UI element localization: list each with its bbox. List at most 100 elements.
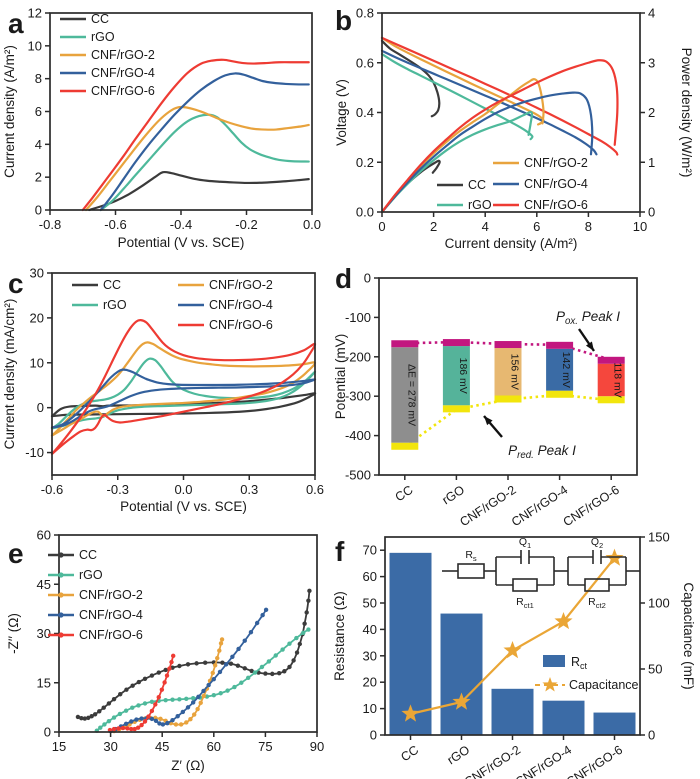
legend-label: Capacitance <box>569 678 639 692</box>
y-right-tick-label: 50 <box>648 662 662 677</box>
panel-f-resistance-capacitance-chart: Q1 Rct1 Q2 Rct2 Rs CC rGOCNF/rGO-2CNF/rGO-4CNF… <box>332 530 696 779</box>
series-CC <box>50 392 317 418</box>
bar-cap-reduction <box>391 442 419 450</box>
y-left-tick-label: 20 <box>30 310 44 325</box>
y-left-tick-label: 60 <box>363 569 377 584</box>
data-point <box>142 719 148 724</box>
data-point <box>129 719 134 724</box>
data-point <box>180 709 186 715</box>
x-tick-label: -0.6 <box>41 482 63 497</box>
x-tick-label: 0.6 <box>306 482 324 497</box>
legend-item-CNFrGO-2: CNF/rGO-2 <box>60 48 155 62</box>
data-point <box>106 718 112 724</box>
legend-item-CC: CC <box>437 178 486 192</box>
legend-label: CNF/rGO-4 <box>209 298 273 312</box>
data-point <box>156 670 161 675</box>
capacitance-star-CC <box>401 704 420 722</box>
data-point <box>153 702 158 707</box>
data-point <box>263 671 268 676</box>
data-point <box>149 708 155 714</box>
data-point <box>215 655 220 661</box>
y-right-tick-label: 2 <box>648 105 655 120</box>
y-left-tick-label: -100 <box>345 310 371 325</box>
legend-label: CNF/rGO-4 <box>91 66 155 80</box>
y-left-axis-title: Voltage (V) <box>334 79 349 146</box>
legend: CC rGO CNF/rGO-2 CNF/rGO-4 CNF/rGO-6 <box>72 278 273 332</box>
legend-label: CNF/rGO-4 <box>79 608 143 622</box>
data-point <box>260 612 265 618</box>
y-left-tick-label: -400 <box>345 428 371 443</box>
y-left-tick-label: 8 <box>35 71 42 86</box>
y-left-tick-label: 0 <box>370 728 377 743</box>
rct-bar-CNF/rGO-2 <box>491 688 534 735</box>
data-point <box>164 673 170 678</box>
series-CC-V <box>380 39 441 118</box>
legend-star <box>542 677 558 692</box>
legend-item-CNFrGO-6: CNF/rGO-6 <box>493 198 588 212</box>
bar-cap-oxidation <box>442 339 470 347</box>
data-point <box>212 663 218 668</box>
x-axis-title: Potential (V vs. SCE) <box>118 235 245 250</box>
data-point <box>195 706 200 712</box>
floating-bar-CNF/rGO-4: 142 mV <box>546 341 574 398</box>
data-point <box>248 629 254 635</box>
data-point <box>120 725 126 731</box>
y-left-tick-label: 30 <box>30 266 44 281</box>
series-CNF/rGO-4 <box>50 368 317 429</box>
data-point <box>235 663 241 668</box>
x-tick-label: 0.3 <box>240 482 258 497</box>
data-point <box>294 650 300 655</box>
data-point <box>159 687 165 692</box>
rct-bar-rGO <box>440 613 483 735</box>
data-point <box>142 676 148 682</box>
data-point <box>218 641 224 646</box>
data-point <box>219 637 225 642</box>
x-tick-label: -0.6 <box>104 217 126 232</box>
x-tick-label: -0.8 <box>39 217 61 232</box>
data-point <box>106 701 112 706</box>
data-point <box>206 682 211 688</box>
panel-letter-b: b <box>335 5 352 36</box>
bar-body <box>597 363 625 397</box>
y-left-tick-label: -300 <box>345 389 371 404</box>
panel-b-polarization-chart: 0 2 4 6 8 10 0.0 0.2 0.4 0.6 0.8 0 1 2 3 4 Current densi… <box>334 5 694 251</box>
y-right-tick-label: 0 <box>648 205 655 220</box>
y-left-tick-label: 10 <box>363 701 377 716</box>
bar-value-label: ΔE = 278 mV <box>405 364 417 426</box>
bar-cap-reduction <box>597 396 625 404</box>
legend-item-CNFrGO-2: CNF/rGO-2 <box>178 278 273 292</box>
bar-cap-oxidation <box>546 341 574 349</box>
series-CNF/rGO-6 <box>81 58 310 212</box>
x-tick-label: 0.0 <box>174 482 192 497</box>
data-point <box>101 705 106 710</box>
legend-item-CC: CC <box>48 548 97 562</box>
legend-item-CNFrGO-6: CNF/rGO-6 <box>178 318 273 332</box>
bar-value-label: 186 mV <box>457 358 469 394</box>
y-left-tick-label: 12 <box>28 6 42 21</box>
data-point <box>242 638 247 643</box>
legend-item-CNFrGO-6: CNF/rGO-6 <box>60 84 155 98</box>
data-point <box>107 727 113 733</box>
data-point <box>177 697 182 702</box>
data-point <box>134 717 139 722</box>
legend-item-CNFrGO-4: CNF/rGO-4 <box>178 298 273 312</box>
bar-value-label: 118 mV <box>612 362 624 397</box>
legend-label: CNF/rGO-2 <box>524 156 588 170</box>
y-right-tick-label: 3 <box>648 55 655 70</box>
data-point <box>149 716 155 722</box>
legend-item-CNFrGO-6: CNF/rGO-6 <box>48 628 143 642</box>
data-point <box>170 697 175 702</box>
x-category-label: rGO <box>445 743 473 768</box>
x-tick-label: 15 <box>52 739 66 754</box>
data-point <box>185 662 191 667</box>
annotation: Pox. Peak I <box>556 309 620 352</box>
x-tick-label: 60 <box>207 739 221 754</box>
data-point <box>239 680 244 685</box>
data-point <box>171 653 176 659</box>
data-point <box>249 668 254 674</box>
data-point <box>282 669 287 674</box>
bar-cap-oxidation <box>391 340 419 348</box>
y-left-tick-label: 4 <box>35 137 42 152</box>
data-point <box>92 712 98 717</box>
